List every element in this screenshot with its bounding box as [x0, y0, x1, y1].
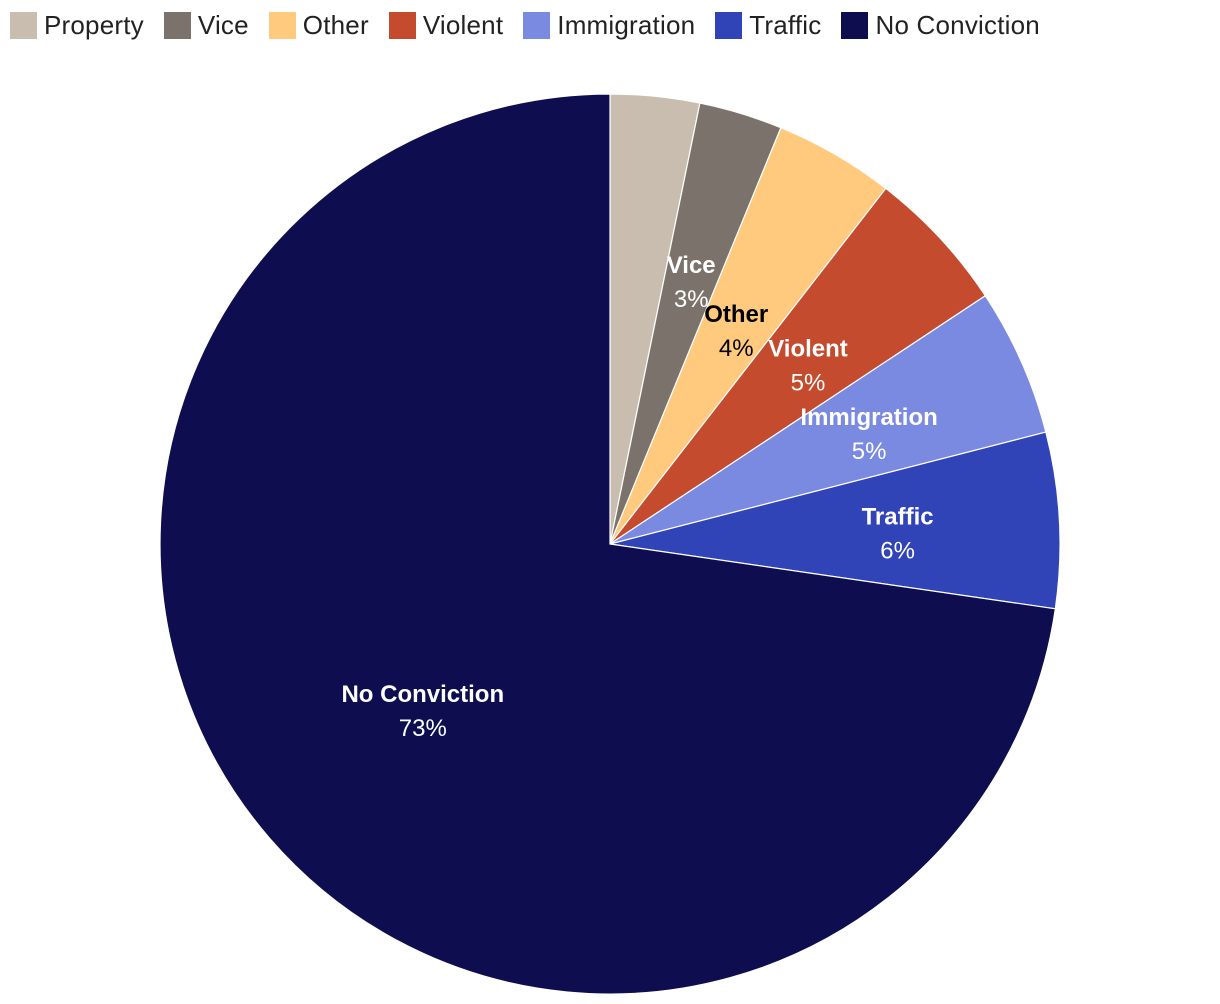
legend-item-violent[interactable]: Violent	[388, 9, 504, 41]
legend-item-other[interactable]: Other	[268, 9, 369, 41]
pie-labels: Vice 3%Other 4% Violent 5% Immigration 5% Traff…	[341, 252, 937, 742]
legend-swatch-other	[268, 11, 296, 39]
legend-item-immigration[interactable]: Immigration	[523, 10, 695, 41]
legend: Property Vice Other Violent Immigration …	[10, 8, 1060, 42]
slice-label-value-traffic: 6%	[880, 538, 915, 565]
legend-item-no-conviction[interactable]: No Conviction	[841, 9, 1040, 41]
legend-swatch-no-conviction	[841, 11, 869, 39]
slice-label-value-immigration: 5%	[852, 438, 887, 465]
pie-slice-traffic[interactable]	[609, 431, 1061, 610]
slice-label-name-immigration: Immigration	[800, 404, 937, 431]
pie-slices	[159, 93, 1061, 995]
slice-label-name-no-conviction: No Conviction	[341, 681, 504, 708]
legend-label-property: Property	[44, 9, 144, 40]
legend-item-property[interactable]: Property	[10, 10, 144, 41]
slice-label-name-vice: Vice	[667, 252, 716, 279]
slice-label-value-no-conviction: 73%	[399, 715, 447, 742]
legend-label-violent: Violent	[422, 9, 504, 40]
pie-slice-violent[interactable]	[609, 187, 987, 545]
legend-swatch-vice	[163, 11, 191, 39]
slice-label-value-violent: 5%	[791, 369, 826, 396]
legend-swatch-violent	[388, 11, 416, 39]
pie-slice-no-conviction[interactable]	[159, 93, 1056, 995]
legend-label-traffic: Traffic	[749, 9, 822, 40]
slice-label-value-other: 4%	[719, 335, 754, 362]
legend-swatch-property	[10, 11, 37, 39]
legend-item-traffic[interactable]: Traffic	[715, 10, 821, 41]
legend-label-immigration: Immigration	[557, 9, 696, 40]
legend-label-other: Other	[302, 9, 369, 40]
legend-swatch-traffic	[715, 11, 743, 39]
legend-swatch-immigration	[523, 11, 551, 39]
slice-label-name-other: Other	[704, 301, 768, 328]
legend-item-vice[interactable]: Vice	[163, 9, 249, 41]
slice-label-value-vice: 3%	[674, 286, 709, 313]
legend-label-no-conviction: No Conviction	[875, 9, 1040, 40]
slice-label-name-traffic: Traffic	[862, 504, 934, 531]
slice-label-name-violent: Violent	[768, 335, 848, 362]
pie-slice-immigration[interactable]	[609, 294, 1047, 545]
legend-label-vice: Vice	[197, 9, 249, 40]
